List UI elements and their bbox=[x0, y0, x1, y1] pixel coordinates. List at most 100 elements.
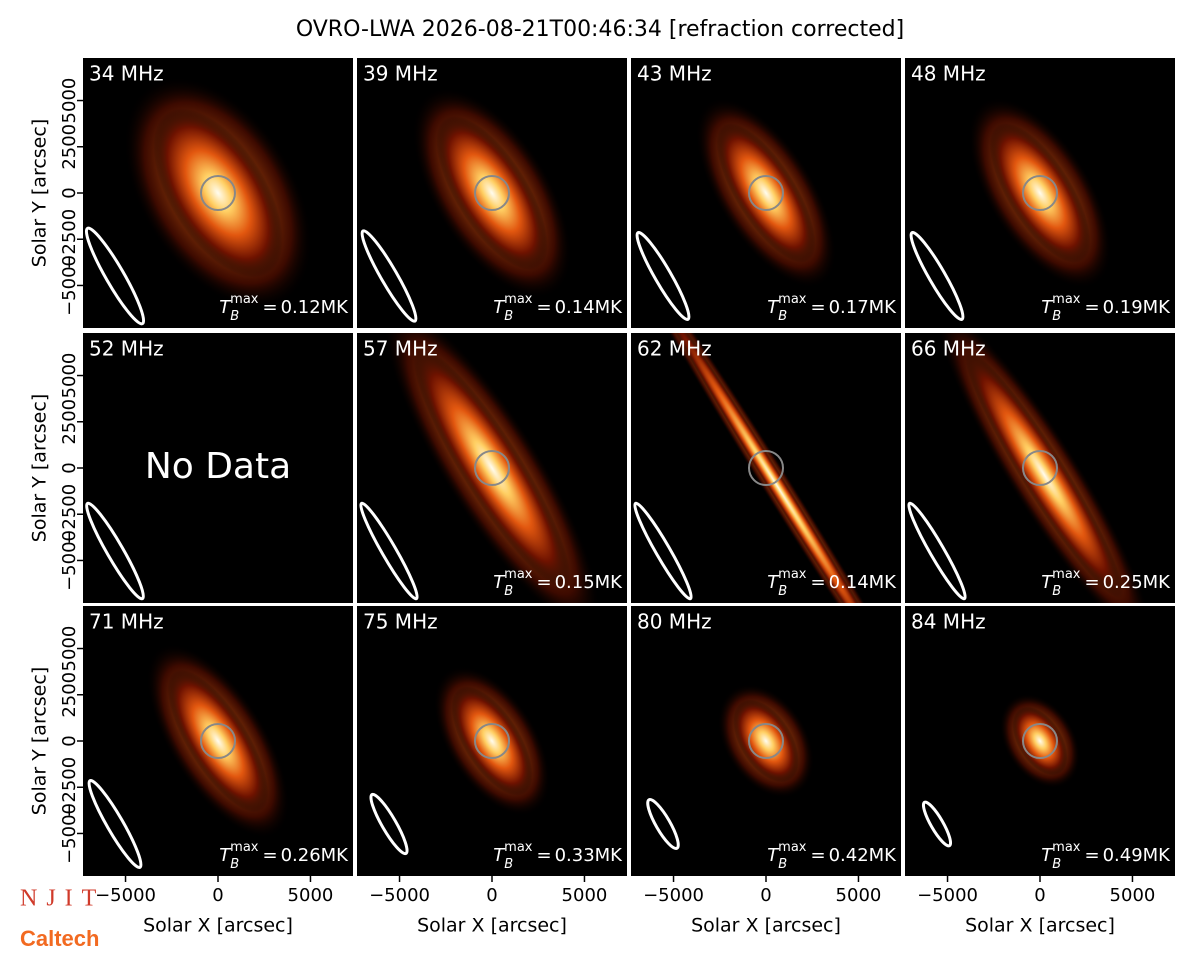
panel: 66 MHz TBmax = 0.25MK bbox=[905, 333, 1175, 603]
tmax-sub: B bbox=[778, 857, 787, 872]
tmax-value: 0.25MK bbox=[1103, 572, 1172, 593]
tmax-eq: = bbox=[536, 845, 551, 866]
tmax-sub: B bbox=[1052, 309, 1061, 324]
tmax-value: 0.12MK bbox=[281, 297, 350, 318]
tmax-label: TBmax = 0.42MK bbox=[767, 840, 897, 872]
x-tick-label: −5000 bbox=[369, 885, 430, 906]
frequency-label: 80 MHz bbox=[637, 610, 712, 634]
tmax-symbol: T bbox=[493, 572, 506, 593]
tmax-eq: = bbox=[1084, 845, 1099, 866]
x-tick-label: 0 bbox=[760, 885, 771, 906]
beam bbox=[909, 231, 965, 321]
tmax-symbol: T bbox=[1041, 845, 1054, 866]
tmax-symbol: T bbox=[767, 572, 780, 593]
tmax-sub: B bbox=[778, 309, 787, 324]
frequency-label: 62 MHz bbox=[637, 337, 712, 361]
frequency-label: 57 MHz bbox=[363, 337, 438, 361]
panel-image bbox=[369, 666, 551, 856]
panel: 52 MHz No Data bbox=[83, 333, 353, 603]
frequency-label: 71 MHz bbox=[89, 610, 164, 634]
panel: 71 MHz TBmax = 0.26MK bbox=[83, 606, 353, 876]
figure-title: OVRO-LWA 2026-08-21T00:46:34 [refraction… bbox=[296, 17, 904, 42]
panel-image bbox=[635, 97, 837, 321]
x-tick-label: 5000 bbox=[562, 885, 608, 906]
x-tick-label: 0 bbox=[486, 885, 497, 906]
frequency-label: 84 MHz bbox=[911, 610, 986, 634]
tmax-sup: max bbox=[504, 567, 533, 582]
panel-image bbox=[87, 643, 290, 869]
tmax-eq: = bbox=[262, 845, 277, 866]
tmax-sub: B bbox=[504, 857, 513, 872]
tmax-symbol: T bbox=[493, 297, 506, 318]
y-tick-label: −5000 bbox=[59, 255, 80, 316]
tmax-value: 0.42MK bbox=[829, 845, 898, 866]
tmax-sup: max bbox=[1052, 840, 1081, 855]
panel: 43 MHz TBmax = 0.17MK bbox=[631, 58, 901, 328]
y-tick-label: 0 bbox=[59, 462, 80, 473]
tmax-label: TBmax = 0.14MK bbox=[493, 292, 623, 324]
tmax-sub: B bbox=[230, 309, 239, 324]
panel-image bbox=[360, 87, 572, 323]
x-axis-label: Solar X [arcsec] bbox=[417, 915, 567, 937]
beam bbox=[635, 231, 691, 321]
x-tick-label: 5000 bbox=[288, 885, 334, 906]
tmax-value: 0.33MK bbox=[555, 845, 624, 866]
panel-image bbox=[909, 97, 1112, 321]
tmax-sub: B bbox=[1052, 857, 1061, 872]
x-tick-label: −5000 bbox=[917, 885, 978, 906]
tmax-symbol: T bbox=[493, 845, 506, 866]
tmax-sup: max bbox=[230, 840, 259, 855]
tmax-sup: max bbox=[504, 292, 533, 307]
tmax-symbol: T bbox=[1041, 572, 1054, 593]
panel-image bbox=[907, 333, 1153, 603]
tmax-sup: max bbox=[504, 840, 533, 855]
beam bbox=[85, 501, 145, 601]
panel: 39 MHz TBmax = 0.14MK bbox=[357, 58, 627, 328]
frequency-label: 52 MHz bbox=[89, 337, 164, 361]
tmax-eq: = bbox=[1084, 572, 1099, 593]
tmax-eq: = bbox=[536, 572, 551, 593]
beam bbox=[359, 501, 419, 601]
beam bbox=[87, 779, 143, 869]
solar-disk bbox=[1022, 723, 1058, 759]
tmax-sup: max bbox=[778, 292, 807, 307]
panel: 62 MHz TBmax = 0.14MK bbox=[631, 333, 901, 603]
tmax-symbol: T bbox=[767, 845, 780, 866]
tmax-label: TBmax = 0.12MK bbox=[219, 292, 349, 324]
y-tick-label: 2500 bbox=[59, 672, 80, 718]
emission-core bbox=[451, 686, 533, 796]
frequency-label: 39 MHz bbox=[363, 62, 438, 86]
y-tick-label: −2500 bbox=[59, 757, 80, 818]
tmax-value: 0.15MK bbox=[555, 572, 624, 593]
beam bbox=[369, 792, 409, 856]
solar-disk bbox=[474, 723, 510, 759]
y-tick-label: 0 bbox=[59, 187, 80, 198]
tmax-label: TBmax = 0.19MK bbox=[1041, 292, 1171, 324]
solar-disk bbox=[748, 450, 784, 486]
tmax-symbol: T bbox=[767, 297, 780, 318]
tmax-sub: B bbox=[504, 309, 513, 324]
tmax-sup: max bbox=[230, 292, 259, 307]
beam bbox=[921, 800, 953, 848]
solar-disk bbox=[200, 723, 236, 759]
tmax-value: 0.17MK bbox=[829, 297, 898, 318]
frequency-label: 48 MHz bbox=[911, 62, 986, 86]
panel-image bbox=[921, 693, 1081, 848]
tmax-eq: = bbox=[810, 297, 825, 318]
y-axis-label: Solar Y [arcsec] bbox=[29, 667, 51, 815]
beam bbox=[633, 501, 693, 601]
panel-image bbox=[631, 333, 901, 603]
emission-core bbox=[989, 123, 1091, 263]
tmax-eq: = bbox=[1084, 297, 1099, 318]
x-tick-label: −5000 bbox=[643, 885, 704, 906]
tmax-sup: max bbox=[1052, 567, 1081, 582]
tmax-eq: = bbox=[536, 297, 551, 318]
frequency-label: 43 MHz bbox=[637, 62, 712, 86]
frequency-label: 66 MHz bbox=[911, 337, 986, 361]
emission-core bbox=[413, 348, 571, 588]
tmax-sub: B bbox=[230, 857, 239, 872]
emission-core bbox=[655, 333, 900, 603]
tmax-sub: B bbox=[1052, 584, 1061, 599]
y-tick-label: 5000 bbox=[59, 78, 80, 124]
tmax-sup: max bbox=[778, 567, 807, 582]
